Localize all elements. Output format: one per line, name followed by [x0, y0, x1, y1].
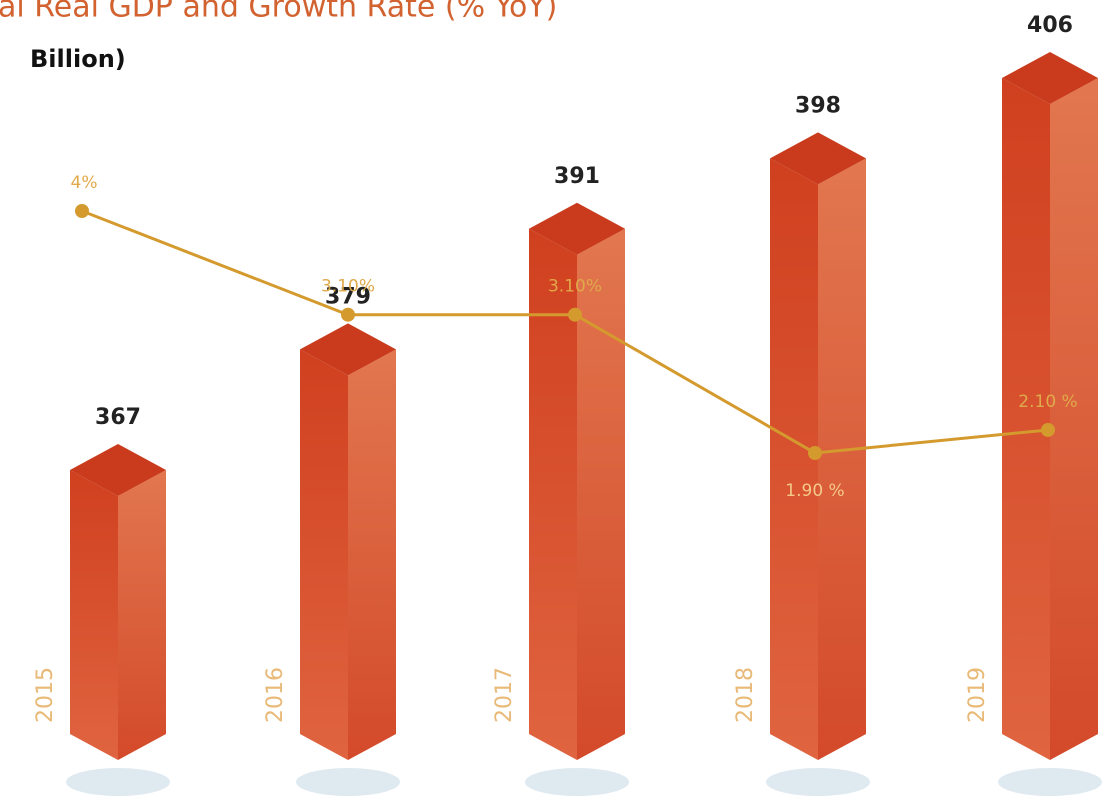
value-label: 406 [1027, 13, 1073, 38]
line-label: 2.10 % [1018, 392, 1077, 412]
bar-front [70, 470, 118, 760]
bar-top [1002, 52, 1098, 104]
value-label: 379 [325, 284, 371, 309]
bar-shadow [998, 768, 1102, 796]
bar-side [118, 470, 166, 760]
chart-title: al Real GDP and Growth Rate (% YoY) [0, 0, 557, 25]
chart-subtitle: Billion) [30, 45, 126, 73]
line-label: 4% [71, 173, 98, 193]
value-label: 367 [95, 405, 141, 430]
x-tick-label: 2015 [33, 667, 58, 723]
bar-side [818, 158, 866, 760]
bar-top [770, 132, 866, 185]
bar-front [300, 349, 348, 760]
bar [1002, 52, 1098, 760]
bar-shadow [766, 768, 870, 796]
bar [300, 323, 396, 760]
bar-side [1050, 78, 1098, 760]
bar-top [70, 444, 166, 496]
line-label: 1.90 % [785, 481, 844, 501]
bar-top [529, 202, 625, 255]
bar-side [577, 228, 625, 760]
value-label: 398 [795, 93, 841, 118]
x-tick-label: 2018 [733, 667, 758, 723]
line-label: 3.10% [321, 277, 375, 297]
line-point [341, 307, 355, 322]
x-tick-label: 2016 [263, 667, 288, 723]
line-point [75, 204, 89, 218]
line-point [1041, 422, 1055, 437]
bar-shadow [525, 768, 629, 796]
x-tick-label: 2019 [965, 667, 990, 723]
line-label: 3.10% [548, 277, 602, 297]
bar-shadow [66, 768, 170, 796]
bar [770, 132, 866, 760]
bar-top [300, 323, 396, 376]
value-label: 391 [554, 164, 600, 189]
bar [70, 444, 166, 760]
line-point [808, 446, 822, 460]
bar-front [770, 158, 818, 760]
bar-shadow [296, 768, 400, 796]
bar-front [529, 228, 577, 760]
bar [529, 202, 625, 760]
line-point [568, 307, 582, 322]
x-tick-label: 2017 [492, 667, 517, 723]
bar-front [1002, 78, 1050, 760]
bar-side [348, 349, 396, 760]
